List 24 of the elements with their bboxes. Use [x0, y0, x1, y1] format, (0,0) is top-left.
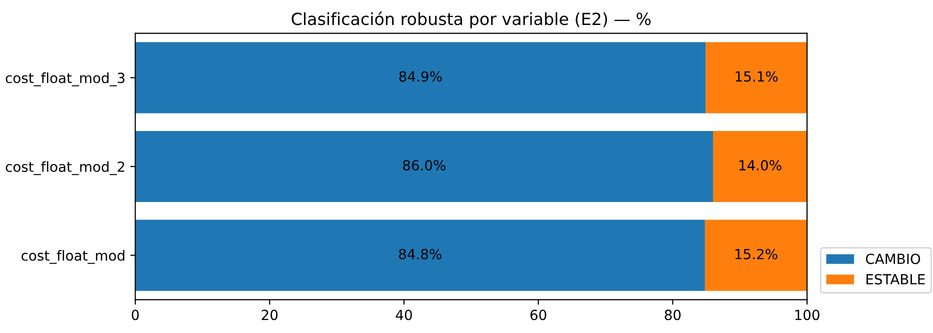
bar	[706, 42, 808, 114]
x-tick-label: 100	[795, 310, 820, 320]
bar	[704, 220, 808, 291]
legend-label: ESTABLE	[866, 274, 925, 285]
bar	[135, 130, 713, 202]
data-label: 15.2%	[735, 248, 778, 260]
chart-title: Clasificación robusta por variable (E2) — %	[292, 12, 651, 28]
data-label: 14.0%	[739, 160, 782, 171]
x-tick-label: 60	[530, 310, 546, 320]
bar	[713, 130, 808, 202]
data-label: 84.9%	[399, 71, 442, 82]
data-label: 84.8%	[398, 248, 442, 260]
y-tick-label: cost_float_mod_3	[6, 72, 124, 86]
legend-label: CAMBIO	[866, 254, 920, 264]
x-tick-label: 20	[262, 310, 278, 320]
y-tick-label: cost_float_mod	[22, 250, 124, 264]
x-tick-label: 80	[664, 310, 681, 320]
bar	[135, 220, 705, 291]
data-label: 86.0%	[403, 160, 446, 171]
y-tick-label: cost_float_mod_2	[6, 161, 124, 176]
x-tick-label: 0	[132, 310, 139, 320]
data-label: 15.1%	[736, 71, 778, 82]
bar	[135, 42, 706, 114]
x-tick-label: 40	[396, 310, 412, 320]
